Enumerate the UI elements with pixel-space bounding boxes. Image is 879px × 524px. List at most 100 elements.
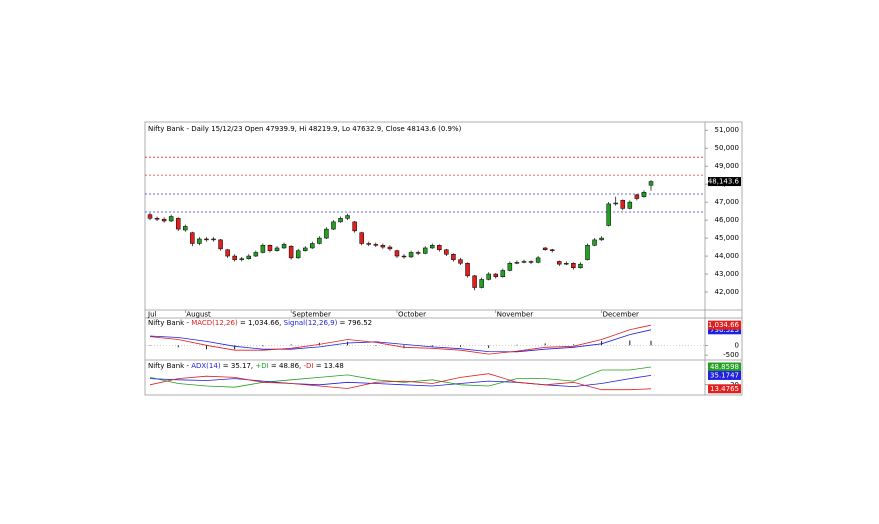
candle-body xyxy=(232,255,237,260)
candle-body xyxy=(486,273,491,280)
candle-body xyxy=(479,279,484,288)
value-box-label: 13.4765 xyxy=(710,385,739,393)
value-box-label: 35.1747 xyxy=(710,371,739,379)
candle-body xyxy=(620,200,626,209)
candle-body xyxy=(211,238,216,241)
candle-body xyxy=(295,250,301,259)
candle-body xyxy=(542,247,548,251)
candle-body xyxy=(472,275,477,288)
value-box-label: 796.523 xyxy=(710,326,739,334)
indicator-line xyxy=(149,324,652,355)
candle-body xyxy=(197,238,202,244)
y-tick-label: 49,000 xyxy=(715,162,740,170)
value-box-label: 48.8598 xyxy=(710,363,739,371)
x-tick-label: Jul xyxy=(147,311,157,319)
candle-body xyxy=(161,218,167,222)
y-tick-label: 46,000 xyxy=(715,216,740,224)
candle-body xyxy=(408,252,414,258)
candle-body xyxy=(147,214,153,219)
candle-body xyxy=(606,203,611,226)
candle-body xyxy=(183,226,188,231)
candle-body xyxy=(239,258,244,260)
panel-title-part: = 35.17, xyxy=(221,362,256,370)
candle-body xyxy=(564,263,569,265)
candle-body xyxy=(331,221,336,230)
candle-body xyxy=(324,228,329,239)
y-tick-label: 51,000 xyxy=(715,126,740,134)
candle-body xyxy=(394,250,400,257)
indicator-line xyxy=(149,375,652,388)
candle-body xyxy=(267,245,273,251)
candle-body xyxy=(359,232,364,244)
candle-body xyxy=(345,215,350,219)
candle-body xyxy=(641,191,647,197)
candle-body xyxy=(627,201,633,209)
panel-title-part: ADX(14) xyxy=(191,362,221,370)
panel-title: Nifty Bank - ADX(14) = 35.17, +DI = 48.8… xyxy=(148,362,344,370)
indicator-line xyxy=(149,366,652,388)
panel-title: Nifty Bank - MACD(12,26) = 1,034.66, Sig… xyxy=(148,319,372,327)
y-tick-label: 44,000 xyxy=(715,252,740,260)
y-tick-label: 42,000 xyxy=(715,288,740,296)
value-box-label: 1,034.66 xyxy=(708,321,740,329)
y-tick-label: 50,000 xyxy=(715,144,740,152)
candle-body xyxy=(437,245,442,251)
candle-body xyxy=(592,239,597,246)
candle-body xyxy=(352,221,357,232)
candle-body xyxy=(154,218,160,220)
candle-body xyxy=(281,244,287,249)
panel-title-part: = 1,034.66, xyxy=(238,319,284,327)
value-box xyxy=(708,325,741,335)
x-tick-label: August xyxy=(186,311,211,319)
candle-body xyxy=(599,237,604,241)
candle-body xyxy=(168,216,174,222)
chart-title: Nifty Bank - Daily 15/12/23 Open 47939.9… xyxy=(148,125,462,133)
candle-body xyxy=(317,237,322,244)
candle-body xyxy=(366,243,371,245)
candle-body xyxy=(465,263,470,277)
candle-body xyxy=(302,247,308,251)
candle-body xyxy=(549,249,555,251)
value-box xyxy=(708,384,741,394)
panel-title-part: = 13.48 xyxy=(313,362,343,370)
candle-body xyxy=(500,270,506,277)
candle-body xyxy=(415,252,421,254)
candle-body xyxy=(387,246,393,250)
panel-title-part: = 796.52 xyxy=(337,319,372,327)
candle-body xyxy=(444,249,449,255)
y-tick-label: 43,000 xyxy=(715,270,740,278)
frame xyxy=(144,121,743,396)
candle-body xyxy=(218,239,223,250)
candle-body xyxy=(274,247,280,251)
candle-body xyxy=(528,261,534,263)
x-tick-label: December xyxy=(603,311,639,319)
y-tick-label: 0 xyxy=(735,341,739,349)
candle-body xyxy=(493,273,499,277)
candle-body xyxy=(422,247,428,254)
candle-body xyxy=(585,245,590,260)
candle-body xyxy=(253,252,259,257)
candle-body xyxy=(373,244,379,246)
indicator-line xyxy=(149,329,652,353)
value-box xyxy=(708,177,741,187)
panel-title-part: Nifty Bank - xyxy=(148,362,191,370)
candle-body xyxy=(507,263,513,271)
panel-title-part: MACD(12,26) xyxy=(191,319,238,327)
candle-body xyxy=(557,261,562,265)
candle-body xyxy=(521,261,527,263)
candle-body xyxy=(175,218,181,230)
y-tick-label: -500 xyxy=(723,351,739,359)
candle-body xyxy=(380,245,386,248)
candle-body xyxy=(571,263,576,268)
y-tick-label: 47,000 xyxy=(715,198,740,206)
candle-body xyxy=(338,218,343,223)
value-box xyxy=(708,370,741,380)
indicator-line xyxy=(149,373,652,391)
panel-title-part: Nifty Bank - xyxy=(148,319,191,327)
candle-body xyxy=(430,245,435,249)
panel-title-part: = 48.86, xyxy=(269,362,304,370)
candle-body xyxy=(204,238,209,241)
candle-body xyxy=(225,249,230,257)
panel-title-part: +DI xyxy=(255,362,268,370)
